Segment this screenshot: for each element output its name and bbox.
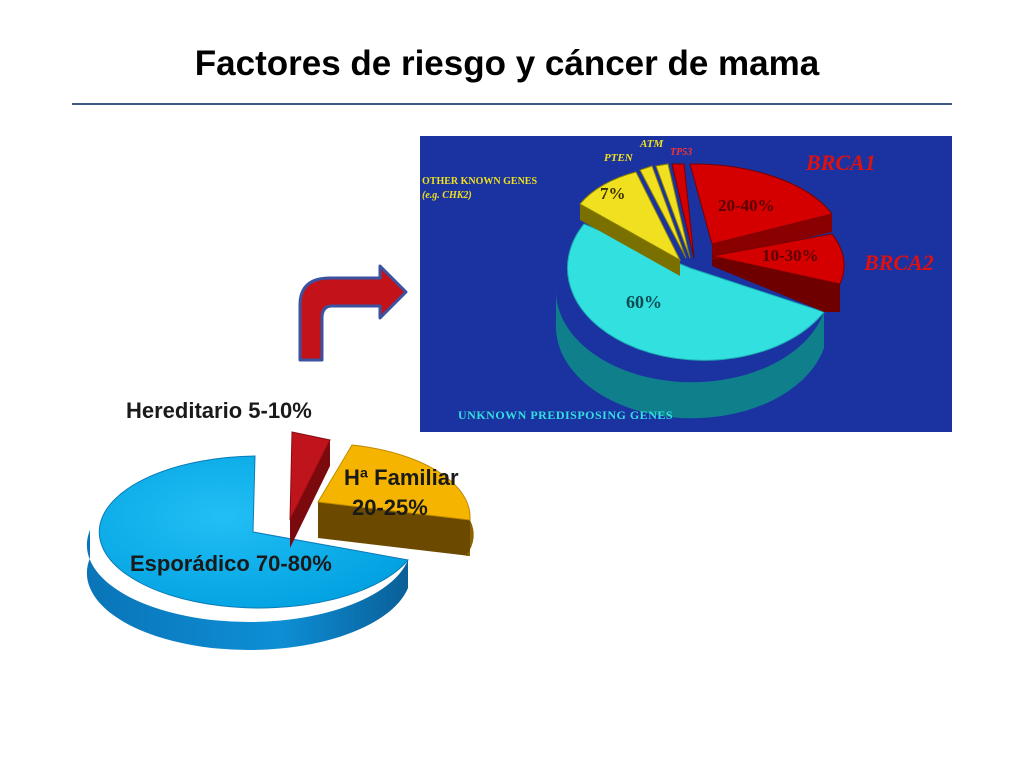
label-pten: PTEN xyxy=(604,152,633,164)
slice-tp53 xyxy=(671,163,695,259)
label-other-value: 7% xyxy=(600,184,626,203)
slice-esporadico xyxy=(98,455,409,609)
label-atm: ATM xyxy=(640,138,664,150)
title-divider xyxy=(72,103,952,105)
slice-other-side xyxy=(580,204,680,276)
label-esporadico: Esporádico 70-80% xyxy=(130,551,332,576)
label-unknown-value: 60% xyxy=(626,292,662,312)
slice-other xyxy=(579,171,682,262)
hereditary-genes-pie-chart xyxy=(555,163,845,419)
label-familiar-line2: 20-25% xyxy=(352,495,428,520)
slice-unknown xyxy=(567,223,825,361)
label-other-genes-example: (e.g. CHK2) xyxy=(422,190,472,201)
hereditary-genes-chart-panel: BRCA1 BRCA2 20-40% 10-30% 60% 7% PTEN AT… xyxy=(420,136,952,432)
label-hereditario: Hereditario 5-10% xyxy=(126,398,312,423)
label-other-genes: OTHER KNOWN GENES xyxy=(422,176,538,187)
slice-hereditario xyxy=(289,431,331,521)
slice-pten xyxy=(639,165,687,259)
slice-brca1-side xyxy=(712,214,832,260)
label-brca1-name: BRCA1 xyxy=(806,150,876,175)
slice-atm xyxy=(655,163,691,259)
slice-brca2 xyxy=(711,233,845,285)
label-brca2-value: 10-30% xyxy=(762,246,819,265)
label-unknown-genes: UNKNOWN PREDISPOSING GENES xyxy=(458,408,674,422)
slice-hereditario-side xyxy=(290,440,330,548)
slice-brca1 xyxy=(689,163,833,245)
slice-familiar xyxy=(317,444,471,521)
slice-unknown-side xyxy=(555,286,824,419)
label-brca2-name: BRCA2 xyxy=(864,250,934,275)
curved-arrow-icon xyxy=(298,264,408,362)
slice-esporadico-side xyxy=(86,530,409,651)
label-tp53: TP53 xyxy=(670,147,693,158)
label-brca1-value: 20-40% xyxy=(718,196,775,215)
slice-familiar-front xyxy=(466,520,474,556)
slide-title: Factores de riesgo y cáncer de mama xyxy=(194,44,820,83)
label-familiar-line1: Hª Familiar xyxy=(344,465,459,490)
